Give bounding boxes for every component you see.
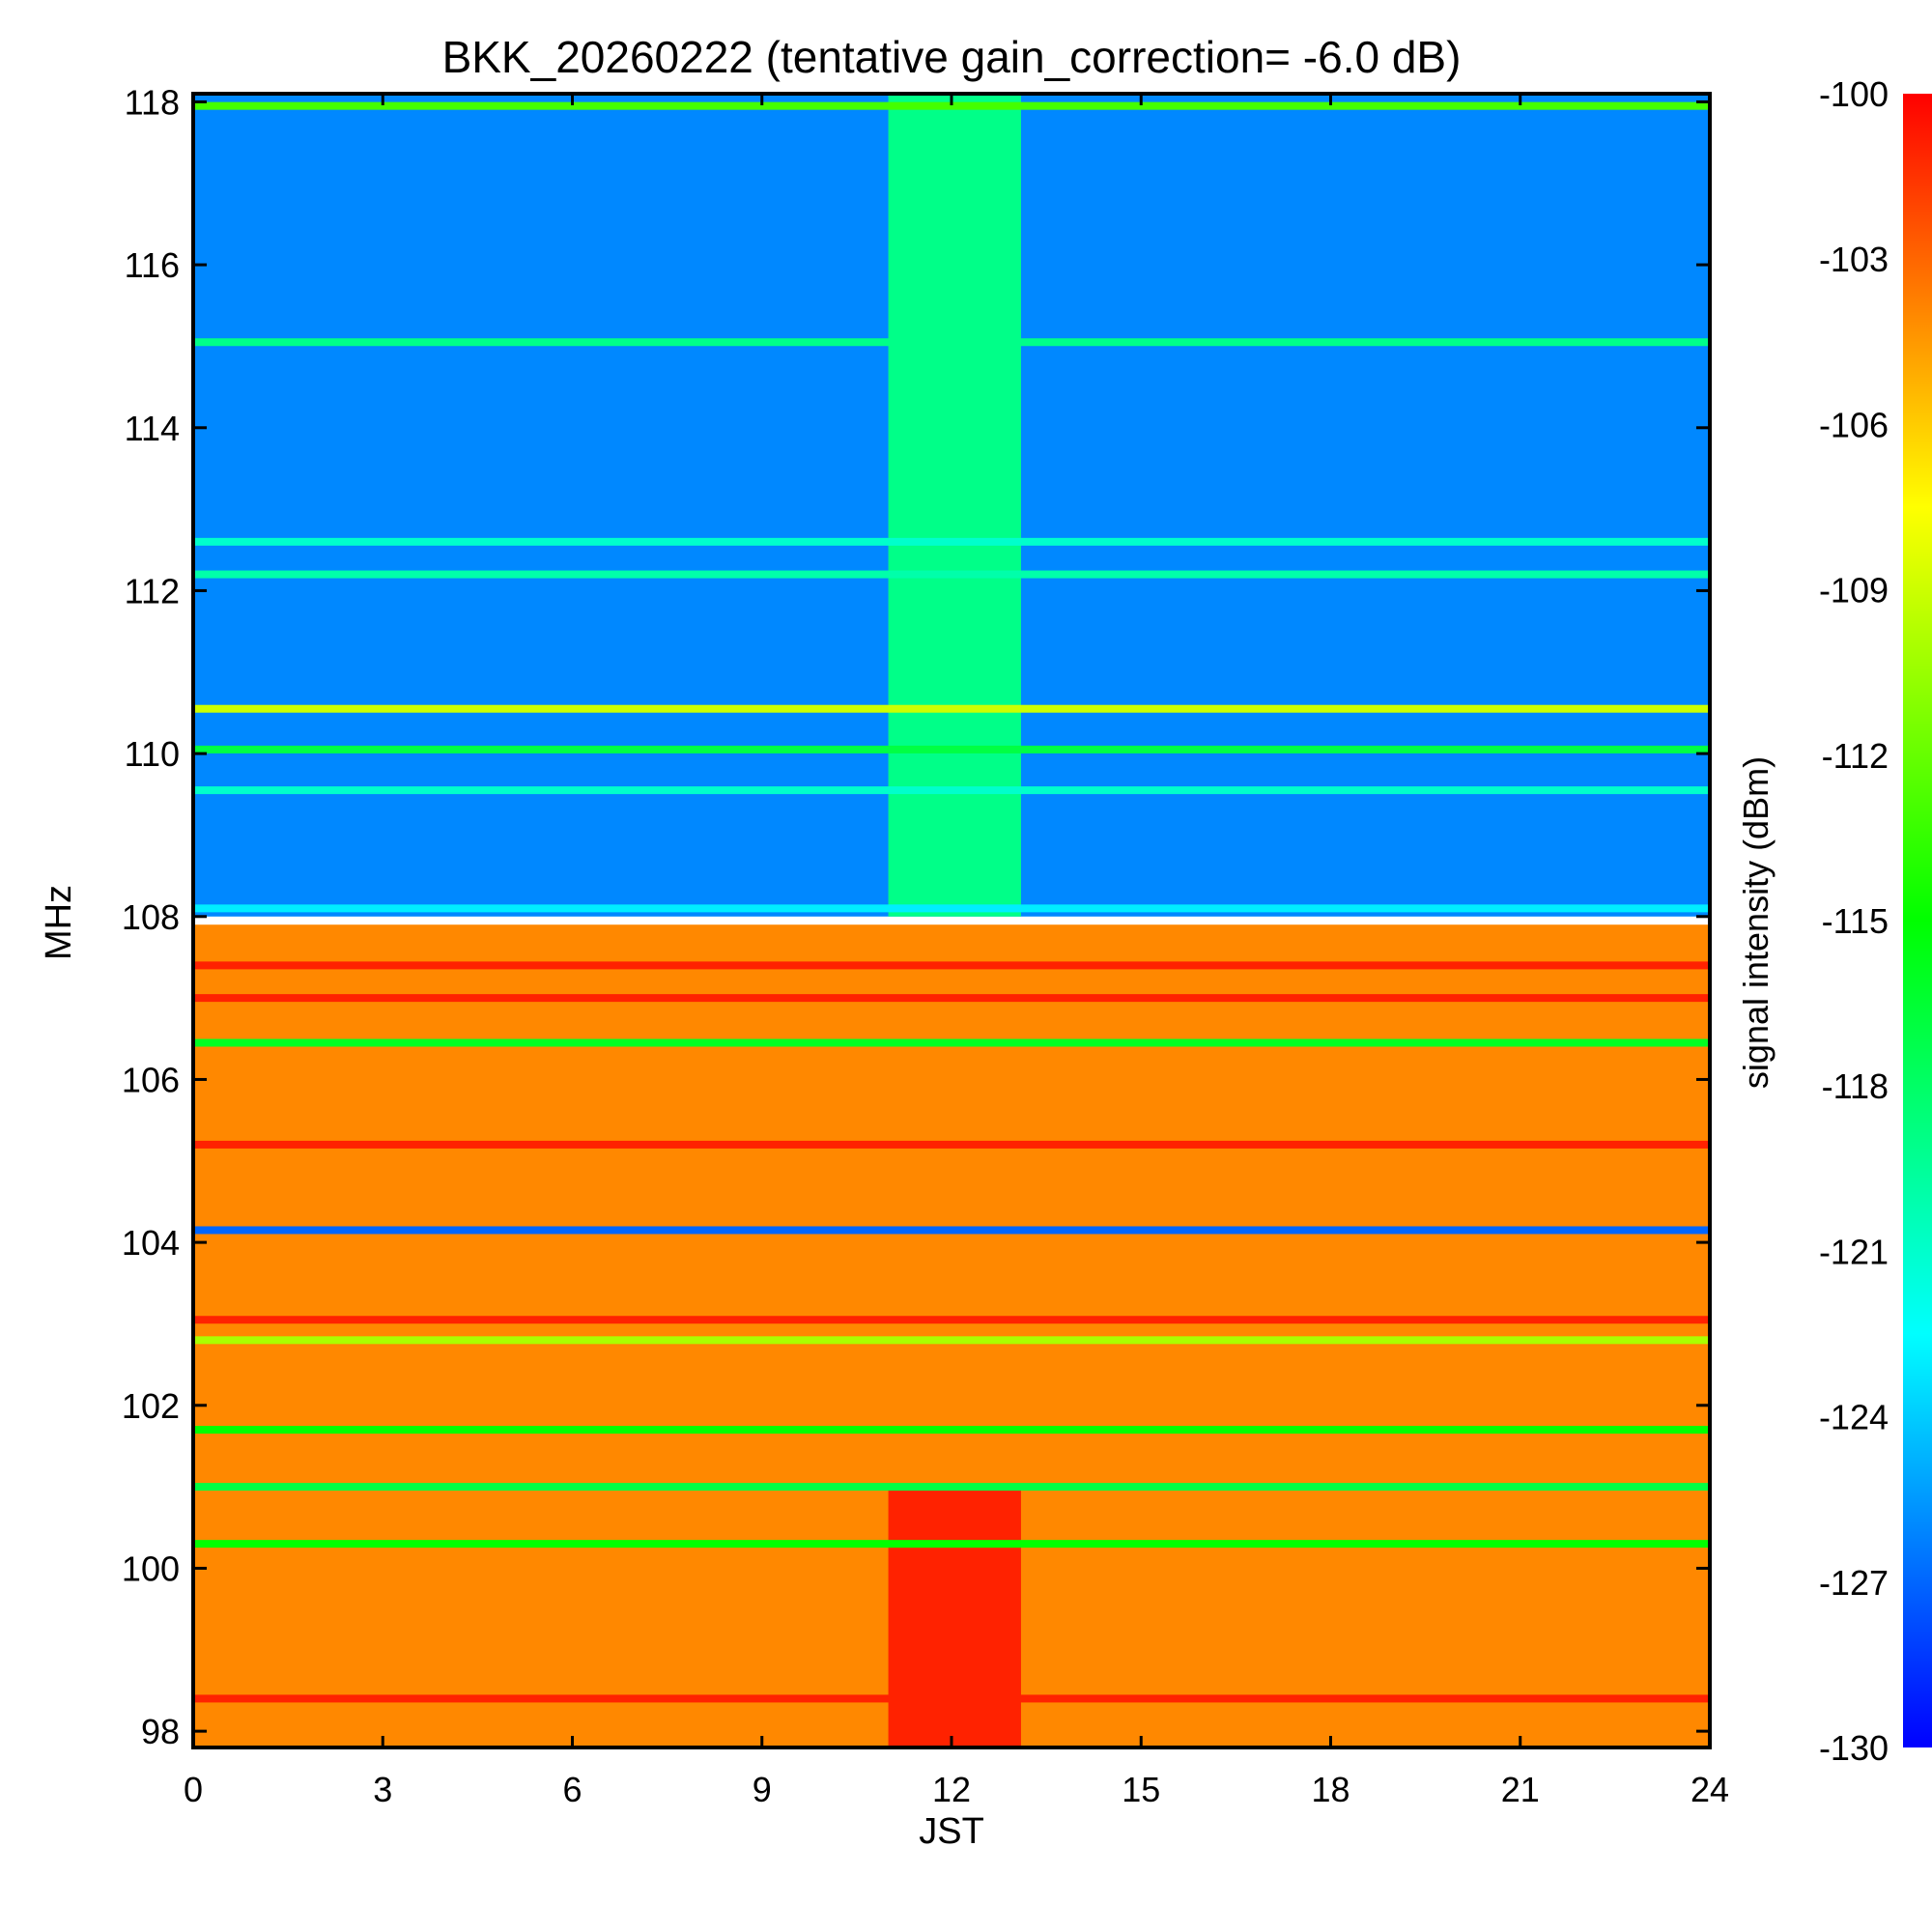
x-axis-label: JST [919,1811,984,1852]
colorbar-tick-label-2: -106 [1819,405,1889,444]
y-tick-label-7: 112 [125,571,180,611]
carrier-line-3 [193,570,1710,579]
carrier-line-5 [193,745,1710,753]
carrier-line-6 [193,786,1710,795]
colorbar-tick-label-1: -103 [1819,240,1889,279]
colorbar-tick-label-8: -124 [1819,1398,1889,1437]
x-tick-label-4: 12 [932,1770,971,1809]
carrier-line-9 [193,994,1710,1003]
x-tick-label-7: 21 [1501,1770,1540,1809]
chart-title: BKK_20260222 (tentative gain_correction=… [442,32,1462,82]
carrier-line-17 [193,1540,1710,1548]
y-tick-label-4: 106 [122,1060,180,1099]
y-tick-label-3: 104 [122,1223,180,1263]
y-tick-label-1: 100 [122,1548,180,1588]
x-tick-label-1: 3 [373,1770,392,1809]
carrier-line-1 [193,338,1710,347]
carrier-line-16 [193,1483,1710,1492]
colorbar-tick-label-7: -121 [1819,1232,1889,1271]
heatmap-region-3 [888,1487,1021,1747]
y-tick-label-6: 110 [125,734,180,774]
y-tick-label-10: 118 [125,82,180,122]
carrier-line-12 [193,1226,1710,1235]
y-axis-label: MHz [39,885,79,960]
x-tick-label-6: 18 [1311,1770,1350,1809]
x-tick-label-8: 24 [1690,1770,1729,1809]
carrier-line-2 [193,537,1710,546]
colorbar-tick-label-0: -100 [1819,74,1889,114]
carrier-line-13 [193,1316,1710,1324]
x-tick-label-2: 6 [562,1770,582,1809]
heatmap-region-1 [888,94,1021,917]
y-tick-label-5: 108 [122,897,180,937]
carrier-line-8 [193,961,1710,970]
carrier-line-14 [193,1336,1710,1345]
y-tick-label-0: 98 [141,1712,180,1751]
y-tick-label-2: 102 [122,1386,180,1426]
colorbar-tick-label-4: -112 [1822,736,1889,776]
colorbar [1903,94,1932,1747]
carrier-line-15 [193,1426,1710,1435]
carrier-line-11 [193,1140,1710,1149]
y-axis-ticks: 98 100 102 104 106 108 110 112 114 116 118 [122,82,1710,1751]
colorbar-ticks: -100 -103 -106 -109 -112 -115 -118 -121 -124 -127… [1819,74,1889,1768]
x-axis-ticks: 0 3 6 9 12 15 18 21 24 [184,94,1729,1809]
carrier-line-4 [193,704,1710,713]
carrier-lines [193,101,1710,1703]
colorbar-tick-label-10: -130 [1819,1728,1889,1768]
colorbar-tick-label-5: -115 [1822,901,1889,941]
carrier-line-7 [193,904,1710,913]
y-tick-label-8: 114 [125,409,180,448]
y-tick-label-9: 116 [125,245,180,285]
x-tick-label-3: 9 [753,1770,772,1809]
spectrogram-heatmap [193,94,1710,1747]
colorbar-tick-label-6: -118 [1822,1066,1889,1106]
x-tick-label-5: 15 [1122,1770,1160,1809]
carrier-line-18 [193,1694,1710,1703]
colorbar-tick-label-9: -127 [1819,1563,1889,1603]
carrier-line-0 [193,101,1710,110]
carrier-line-10 [193,1038,1710,1047]
colorbar-label: signal intensity (dBm) [1736,756,1776,1089]
x-tick-label-0: 0 [184,1770,203,1809]
colorbar-tick-label-3: -109 [1819,571,1889,611]
